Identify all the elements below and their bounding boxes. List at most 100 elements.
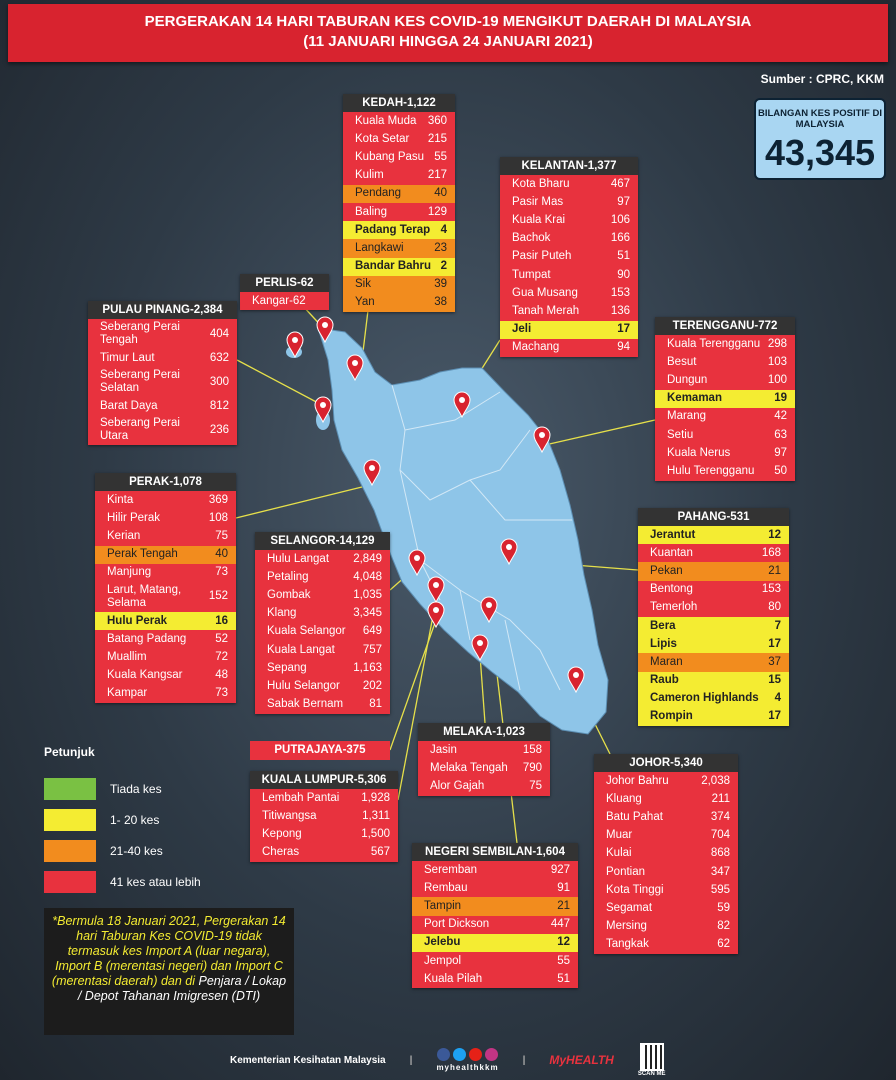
district-row: Rompin 17 [638, 707, 789, 727]
district-row: Kangar-62 [240, 292, 329, 311]
district-name: Jempol [424, 954, 462, 967]
district-cases: 50 [774, 464, 787, 477]
facebook-icon[interactable] [437, 1048, 450, 1061]
district-name: Johor Bahru [606, 774, 669, 787]
district-name: Gombak [267, 588, 311, 601]
district-row: Alor Gajah 75 [418, 777, 550, 796]
district-row: Bera 7 [638, 616, 789, 636]
district-row: Kuantan 168 [638, 544, 789, 563]
district-name: Batang Padang [107, 632, 187, 645]
district-name: Perak Tengah [107, 548, 178, 561]
district-row: Johor Bahru 2,038 [594, 772, 738, 791]
legend-swatch [44, 808, 96, 831]
district-cases: 48 [215, 669, 228, 682]
district-row: Kota Tinggi 595 [594, 881, 738, 900]
district-name: Padang Terap [355, 223, 431, 236]
district-row: Pontian 347 [594, 862, 738, 882]
table-selangor: SELANGOR-14,129 Hulu Langat 2,849 Petaling 4… [255, 532, 390, 714]
district-cases: 94 [617, 341, 630, 354]
district-name: Bandar Bahru [355, 260, 432, 273]
district-name: Tampin [424, 899, 462, 912]
district-cases: 4,048 [353, 570, 382, 583]
district-name: Dungun [667, 373, 708, 386]
district-cases: 2,849 [353, 552, 382, 565]
putrajaya-label: PUTRAJAYA-375 [250, 741, 390, 760]
district-row: Barat Daya 812 [88, 397, 237, 416]
legend-swatch [44, 870, 96, 893]
district-name: Muallim [107, 650, 147, 663]
district-cases: 567 [370, 846, 390, 859]
district-name: Seremban [424, 863, 478, 876]
district-row: Jeli 17 [500, 320, 638, 339]
district-cases: 404 [209, 327, 229, 340]
district-row: Seremban 927 [412, 861, 578, 880]
qr-code[interactable] [639, 1043, 664, 1071]
state-header: PAHANG-531 [638, 508, 789, 526]
district-name: Barat Daya [100, 399, 158, 412]
district-row: Dungun 100 [655, 371, 795, 390]
district-row: Pasir Mas 97 [500, 193, 638, 212]
district-name: Kuala Krai [512, 213, 566, 226]
district-name: Bera [650, 619, 676, 632]
district-cases: 108 [208, 511, 228, 524]
district-cases: 21 [768, 564, 781, 577]
state-header: KUALA LUMPUR-5,306 [250, 771, 398, 789]
total-value: 43,345 [764, 132, 876, 173]
district-cases: 12 [557, 936, 570, 949]
district-cases: 300 [209, 375, 229, 388]
district-cases: 81 [369, 698, 382, 711]
district-name: Kuala Muda [355, 114, 417, 127]
district-row: Sabak Bernam 81 [255, 695, 390, 714]
district-name: Kota Bharu [512, 177, 570, 190]
district-name: Kuala Nerus [667, 446, 731, 459]
district-cases: 7 [774, 619, 781, 632]
district-row: Jelebu 12 [412, 933, 578, 952]
location-pin-icon [567, 666, 585, 694]
district-cases: 106 [610, 213, 630, 226]
district-cases: 152 [208, 590, 228, 603]
district-name: Besut [667, 355, 697, 368]
note-box: *Bermula 18 Januari 2021, Pergerakan 14 … [44, 908, 294, 1035]
district-cases: 40 [434, 187, 447, 200]
district-name: Manjung [107, 566, 152, 579]
district-cases: 217 [427, 169, 447, 182]
district-name: Rembau [424, 881, 468, 894]
district-row: Batang Padang 52 [95, 630, 236, 649]
state-header: PERLIS-62 [240, 274, 329, 292]
district-row: Kerian 75 [95, 527, 236, 546]
district-name: Gua Musang [512, 286, 578, 299]
instagram-icon[interactable] [485, 1048, 498, 1061]
district-name: Larut, Matang, Selama [107, 583, 182, 609]
district-cases: 1,035 [353, 588, 382, 601]
district-cases: 447 [550, 918, 570, 931]
location-pin-icon [314, 396, 332, 424]
district-row: Kluang 211 [594, 790, 738, 809]
district-name: Kuala Selangor [267, 625, 346, 638]
youtube-icon[interactable] [469, 1048, 482, 1061]
district-cases: 97 [774, 446, 787, 459]
district-row: Langkawi 23 [343, 239, 455, 258]
district-cases: 236 [209, 423, 229, 436]
district-row: Jempol 55 [412, 951, 578, 971]
district-row: Timur Laut 632 [88, 349, 237, 368]
district-name: Raub [650, 674, 679, 687]
state-header: JOHOR-5,340 [594, 754, 738, 772]
district-cases: 4 [774, 692, 781, 705]
table-kedah: KEDAH-1,122 Kuala Muda 360 Kota Setar 215 Kub… [343, 94, 455, 313]
twitter-icon[interactable] [453, 1048, 466, 1061]
district-cases: 215 [427, 132, 447, 145]
social-links[interactable]: myhealthkkm [436, 1048, 498, 1072]
district-name: Kinta [107, 493, 134, 506]
district-cases: 91 [557, 881, 570, 894]
district-cases: 63 [774, 428, 787, 441]
district-cases: 37 [768, 655, 781, 668]
district-cases: 51 [557, 972, 570, 985]
district-row: Jasin 158 [418, 741, 550, 760]
district-name: Kulim [355, 169, 384, 182]
table-johor: JOHOR-5,340 Johor Bahru 2,038 Kluang 211 Batu… [594, 754, 738, 954]
district-name: Sepang [267, 661, 307, 674]
district-name: Kulai [606, 847, 632, 860]
district-name: Segamat [606, 901, 653, 914]
district-name: Jerantut [650, 528, 696, 541]
